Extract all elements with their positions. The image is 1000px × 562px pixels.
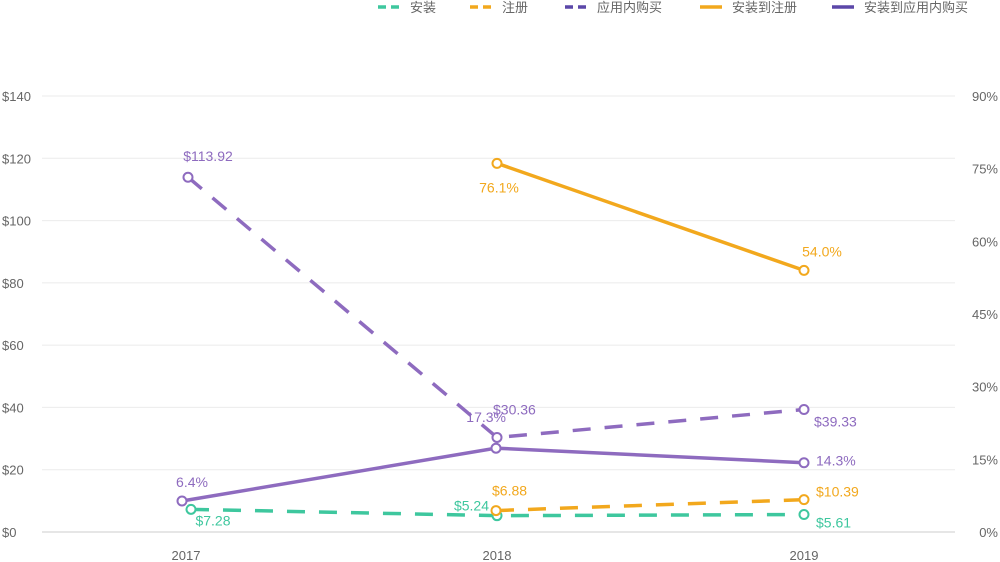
data-point <box>798 264 810 276</box>
data-point <box>490 505 502 517</box>
data-point <box>798 494 810 506</box>
x-tick-label: 2018 <box>483 548 512 562</box>
right-tick-label: 45% <box>972 307 998 322</box>
data-label: 6.4% <box>176 474 208 490</box>
series-line-2 <box>186 175 805 440</box>
data-point <box>491 431 503 443</box>
series-line-1 <box>495 497 805 513</box>
legend-label: 安装到注册 <box>732 0 797 15</box>
right-tick-label: 60% <box>972 234 998 249</box>
legend-label: 安装 <box>410 0 436 15</box>
right-tick-label: 15% <box>972 452 998 467</box>
right-tick-label: 90% <box>972 89 998 104</box>
left-tick-label: $120 <box>2 151 31 166</box>
data-point <box>490 442 502 454</box>
data-label: $7.28 <box>195 512 230 528</box>
data-label: $30.36 <box>493 401 536 417</box>
data-label: 17.3% <box>466 409 506 425</box>
x-tick-label: 2017 <box>172 548 201 562</box>
left-tick-label: $140 <box>2 89 31 104</box>
right-tick-label: 75% <box>972 162 998 177</box>
legend-label: 注册 <box>502 0 528 15</box>
left-tick-label: $20 <box>2 463 24 478</box>
data-point <box>491 157 503 169</box>
series-line-3 <box>496 161 805 273</box>
legend-label: 安装到应用内购买 <box>864 0 968 15</box>
data-label: $39.33 <box>814 414 857 430</box>
x-tick-label: 2019 <box>790 548 819 562</box>
data-point <box>798 509 810 521</box>
data-label: $10.39 <box>816 484 859 500</box>
left-tick-label: $40 <box>2 400 24 415</box>
data-point <box>798 457 810 469</box>
data-label: 76.1% <box>479 179 519 195</box>
data-point <box>798 404 810 416</box>
left-tick-label: $0 <box>2 525 16 540</box>
right-tick-label: 30% <box>972 380 998 395</box>
data-label: $113.92 <box>183 148 233 164</box>
left-tick-label: $60 <box>2 338 24 353</box>
data-label: $5.24 <box>454 498 489 514</box>
data-point <box>185 503 197 515</box>
data-point <box>182 171 194 183</box>
right-tick-label: 0% <box>979 525 998 540</box>
data-label: 54.0% <box>802 243 842 259</box>
series-line-0 <box>190 507 805 518</box>
data-point <box>176 495 188 507</box>
legend-label: 应用内购买 <box>597 0 662 15</box>
left-tick-label: $80 <box>2 276 24 291</box>
data-label: $5.61 <box>816 515 851 531</box>
data-label: $6.88 <box>492 483 527 499</box>
left-tick-label: $100 <box>2 214 31 229</box>
data-label: 14.3% <box>816 453 856 469</box>
